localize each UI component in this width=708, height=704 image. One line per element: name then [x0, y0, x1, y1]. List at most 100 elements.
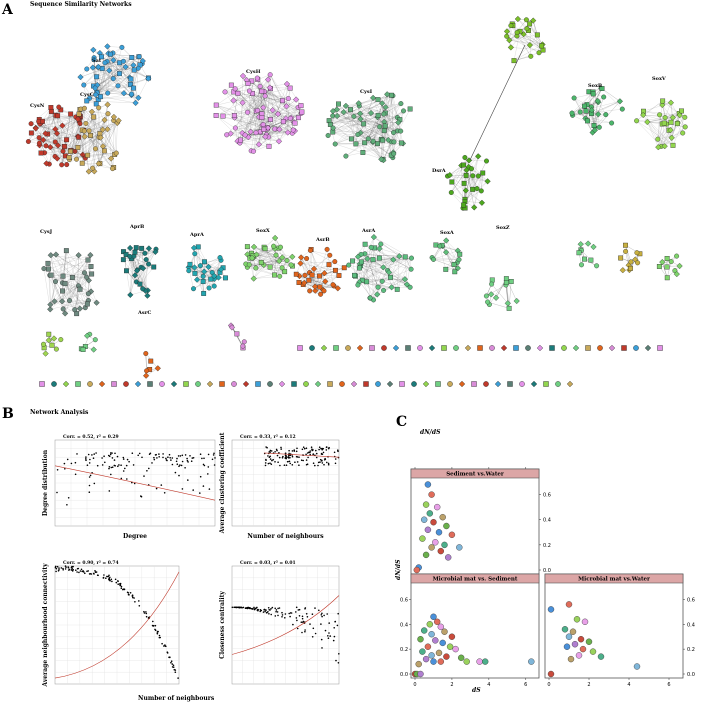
dnds-point	[441, 541, 448, 549]
plot-annotation: Corr. = 0.52, r² = 0.29	[63, 434, 119, 440]
cluster-cysc	[66, 101, 122, 175]
y-tick-label: 0.0	[400, 672, 408, 678]
dnds-point	[428, 631, 435, 638]
dnds-point	[528, 658, 535, 665]
dnds-point	[437, 658, 444, 665]
dnds-point	[430, 519, 437, 526]
network-plot-1: Corr. = 0.52, r² = 0.29 Degree distributi…	[42, 434, 216, 540]
plot-ylabel: Closeness centrality	[219, 591, 226, 659]
dnds-point	[437, 547, 444, 555]
dnds-point	[597, 653, 605, 660]
dnds-point	[446, 643, 454, 650]
dnds-point	[441, 628, 448, 635]
facet-title: Microbial mat vs. Sediment	[433, 577, 518, 583]
dnds-point	[415, 660, 422, 668]
x-tick-label: 2	[450, 682, 453, 688]
cluster-label-asra: AsrA	[361, 228, 375, 234]
cluster-label-soxb: SoxB	[588, 83, 602, 89]
y-tick-label: 0.4	[400, 622, 408, 628]
cluster-label-asrb: AsrB	[315, 237, 330, 243]
facet-strip	[410, 573, 540, 584]
cluster-soxz	[483, 276, 520, 311]
panel-b-letter: B	[2, 406, 14, 422]
cluster-c1	[576, 240, 600, 269]
cluster-apra	[185, 244, 228, 296]
x-tick-label: 0	[413, 682, 416, 688]
dnds-point	[476, 658, 483, 665]
dnds-point	[432, 637, 439, 644]
dsra-link-edge	[469, 44, 526, 161]
dnds-point	[565, 601, 573, 608]
x-tick-label: 0	[547, 682, 550, 688]
x-tick-label: 4	[627, 682, 630, 688]
trend-line	[54, 465, 216, 501]
cluster-asrb	[293, 246, 347, 297]
y-tick-label: 0.0	[543, 568, 551, 574]
dnds-point	[585, 638, 593, 645]
dnds-point	[413, 566, 420, 574]
dnds-point	[430, 658, 437, 665]
cluster-c5	[78, 331, 98, 353]
dnds-point	[547, 670, 555, 678]
dnds-point	[561, 626, 569, 633]
dnds-point	[575, 652, 583, 659]
network-plot-3: Corr. = 0.90, r² = 0.74 Average neighbour…	[42, 560, 180, 688]
dnds-point	[463, 658, 470, 665]
dnds-point	[571, 641, 579, 648]
dnds-point	[569, 628, 577, 635]
dnds-point	[428, 491, 435, 498]
dnds-point	[434, 618, 441, 625]
cluster-label-cysh: CysH	[246, 69, 261, 75]
y-tick-label: 0.6	[543, 493, 551, 499]
trend-line	[264, 452, 340, 458]
cluster-cysh	[213, 72, 305, 154]
cluster-label-soxv: SoxV	[652, 76, 666, 82]
facet-strip	[544, 573, 684, 584]
dnds-point	[424, 643, 432, 650]
cluster-label-cysc: CysC	[80, 92, 94, 98]
cluster-cysj	[41, 248, 100, 317]
plot-xlabel: Number of neighbours	[247, 533, 324, 540]
cluster-soxb	[569, 85, 625, 136]
panel-a-title: Sequence Similarity Networks	[30, 1, 132, 8]
dnds-point	[417, 636, 424, 643]
dnds-point	[422, 655, 430, 663]
dnds-point	[448, 531, 456, 538]
dnds-point	[439, 639, 446, 647]
network-clusters	[25, 15, 688, 388]
y-tick-label: 0.4	[687, 622, 695, 628]
dnds-point	[563, 643, 571, 650]
cluster-cysi	[325, 91, 413, 164]
plot-ylabel: Average neighbourhood connectivity	[42, 563, 49, 688]
plot-annotation: Corr. = 0.90, r² = 0.74	[63, 560, 119, 566]
x-tick-label: 6	[524, 682, 527, 688]
x-tick-label: 2	[587, 682, 590, 688]
x-tick-label: 6	[667, 682, 670, 688]
dnds-point	[633, 663, 641, 670]
dnds-point	[435, 649, 443, 657]
cluster-label-dsra: DsrA	[432, 168, 446, 174]
facet-3: Microbial mat vs.Water 0.0 0.2 0.4 0.6 0 2 4 6	[544, 573, 695, 688]
cluster-c2	[618, 242, 643, 274]
cluster-labels: Sat CysC CysN CysH CysI DsrA SoxB SoxV CysJ AprB A…	[30, 58, 666, 316]
dnds-point	[581, 618, 589, 625]
cluster-label-sat: Sat	[92, 58, 102, 64]
dnds-point	[579, 645, 587, 653]
dnds-point	[443, 653, 450, 660]
panel-c-top-title: dN/dS	[420, 429, 441, 436]
cluster-sat	[77, 43, 152, 107]
cluster-asrc	[143, 351, 161, 379]
singleton-row-1	[297, 344, 663, 352]
dnds-point	[417, 670, 424, 678]
cluster-dsra	[445, 153, 491, 211]
network-plot-2: Corr. = 0.33, r² = 0.12 Average clusterin…	[219, 432, 340, 540]
trend-line	[231, 595, 340, 655]
y-tick-label: 0.6	[400, 597, 408, 603]
cluster-label-apra: AprA	[189, 232, 204, 238]
dnds-point	[428, 544, 435, 551]
network-plot-4: Corr. = 0.03, r² = 0.01 Closeness central…	[219, 560, 340, 685]
cluster-soxa	[429, 237, 463, 275]
cluster-soxv	[634, 98, 688, 151]
dnds-point	[458, 654, 465, 661]
